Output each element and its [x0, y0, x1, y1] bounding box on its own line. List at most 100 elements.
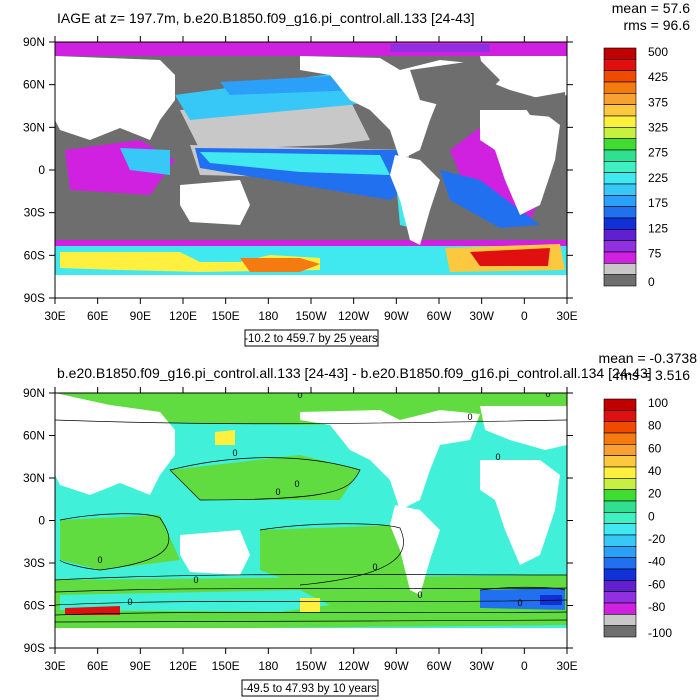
map2-lon-label: 90E: [130, 659, 151, 673]
map2-lon-label: 30W: [469, 659, 494, 673]
map2-red-spot: [65, 606, 120, 615]
map1-colorbar-swatch: [603, 115, 637, 128]
map2-zero-contour-label: 0: [417, 590, 422, 600]
map1-colorbar-swatch: [603, 206, 637, 219]
map2-zero-contour-label: 0: [294, 479, 299, 489]
map1-field: [55, 42, 567, 298]
map1-lon-label: 120W: [338, 309, 370, 323]
map1-lon-label: 30E: [556, 309, 577, 323]
map1-lat-label: 90N: [23, 35, 45, 49]
map1-lat-label: 30N: [23, 120, 45, 134]
map2-contour-sq: [479, 586, 566, 591]
map2-zero-contour-label: 0: [467, 412, 472, 422]
map2-colorbar-swatch: [603, 489, 637, 502]
map2-yellow-spot: [300, 598, 320, 612]
map1-colorbar-swatch: [603, 47, 637, 60]
map2-colorbar-swatch: [603, 455, 637, 468]
map1-southern-orange-w: [240, 258, 320, 272]
map1-ticks: 90N 60N 30N 0 30S 60S 90S 30E 60E 90E 120E 150E 180 1…: [23, 35, 578, 323]
map2-australia: [180, 530, 250, 575]
map1-med-gray: [520, 92, 565, 118]
map2-colorbar-swatch: [603, 398, 637, 411]
map1-lon-label: 150W: [295, 309, 327, 323]
map1-colorbar-swatch: [603, 183, 637, 196]
map2-colorbar-swatch: [603, 432, 637, 445]
map2-lon-label: 180: [258, 659, 278, 673]
map1-natl-gray: [410, 60, 500, 105]
map2-zero-contour-label: 0: [232, 448, 237, 458]
map2-colorbar-label: -60: [648, 577, 666, 591]
map1-colorbar-label: 225: [648, 171, 668, 185]
map1-colorbar-swatch: [603, 195, 637, 207]
map1-colorbar-swatch: [603, 229, 637, 241]
map2-lon-label: 150E: [212, 659, 240, 673]
map2-colorbar-label: -40: [648, 555, 666, 569]
map1-contour-info: -10.2 to 459.7 by 25 years: [244, 333, 378, 345]
map1-colorbar: 500 425 375 325 275 225 175 125 75 0: [603, 45, 668, 289]
map1-lat-label: 60S: [24, 248, 45, 262]
map1-colorbar-swatch: [603, 240, 637, 253]
map1-colorbar-swatch: [603, 149, 637, 162]
map1-lat-label: 60N: [23, 78, 45, 92]
map1-colorbar-swatch: [603, 127, 637, 139]
map1-colorbar-label: 500: [648, 45, 668, 59]
map2-lat-label: 90N: [23, 386, 45, 400]
map2-field: 0 0 0 0 0 0 0 0 0 0 0 0 0: [55, 390, 567, 648]
map1-colorbar-label: 425: [648, 70, 668, 84]
map2-contour-so3: [55, 599, 567, 606]
map1-colorbar-label: 0: [648, 275, 655, 289]
map1-lat-label: 30S: [24, 206, 45, 220]
map2-colorbar-swatch: [603, 523, 637, 536]
map2-contour-so1: [55, 574, 567, 581]
map2-colorbar-swatch: [603, 478, 637, 490]
map1-colorbar-swatch: [603, 161, 637, 173]
map2-lat-label: 90S: [24, 641, 45, 655]
map2-spac-green: [260, 525, 410, 585]
map1-colorbar-swatch: [603, 274, 637, 287]
map2-south-america: [390, 505, 440, 595]
map2-colorbar-swatch: [603, 614, 637, 626]
map1-eq-pacific-cyan: [200, 152, 390, 175]
map2-ticks: 90N 60N 30N 0 30S 60S 90S 30E 60E 90E 120E 150E 180 1…: [23, 386, 578, 673]
map2-contour-spac: [259, 523, 404, 586]
map1-colorbar-label: 125: [648, 221, 668, 235]
map2-africa: [480, 460, 560, 565]
map1-colorbar-swatch: [603, 70, 637, 83]
map1-australia: [180, 180, 250, 225]
map2-indian-green: [60, 515, 180, 570]
map1-colorbar-label: 75: [648, 246, 662, 260]
map2-zero-contour-label: 0: [97, 555, 102, 565]
map1-colorbar-swatch: [603, 138, 637, 151]
map2-zero-contour-label: 0: [127, 597, 132, 607]
map1-europe: [480, 56, 567, 100]
map1-lon-label: 60W: [427, 309, 452, 323]
map2-zero-contour-label: 0: [297, 390, 302, 400]
map2-lon-label: 90W: [384, 659, 409, 673]
map1-antarctica: [55, 275, 567, 298]
map2-zero-contour-label: 0: [275, 487, 280, 497]
map1-lon-label: 60E: [87, 309, 108, 323]
map2-colorbar-label: 80: [648, 419, 662, 433]
map1-lon-label: 120E: [169, 309, 197, 323]
map2-southern-cyan: [60, 590, 330, 612]
map2-lon-label: 150W: [295, 659, 327, 673]
map2-contour-indian: [59, 513, 170, 571]
map2-colorbar-swatch: [603, 466, 637, 479]
map1-lon-label: 30E: [44, 309, 65, 323]
map1-africa: [480, 110, 560, 215]
map2-colorbar-swatch: [603, 534, 637, 547]
map1-southern-red: [470, 248, 550, 266]
map1-colorbar-swatch: [603, 172, 637, 185]
map1-colorbar-swatch: [603, 81, 637, 94]
map2-lon-label: 120W: [338, 659, 370, 673]
map2-colorbar-swatch: [603, 580, 637, 592]
map2-lat-label: 30N: [23, 471, 45, 485]
map1-info-box: [244, 329, 379, 347]
map2-arabian-spot: [215, 430, 235, 445]
map2-europe: [480, 406, 567, 450]
map2-mean: mean = -0.3738: [599, 350, 698, 366]
map2-lat-label: 30S: [24, 556, 45, 570]
map2-colorbar-swatch: [603, 444, 637, 456]
map2-colorbar-label: 20: [648, 487, 662, 501]
map1-rms: rms = 96.6: [623, 17, 690, 33]
